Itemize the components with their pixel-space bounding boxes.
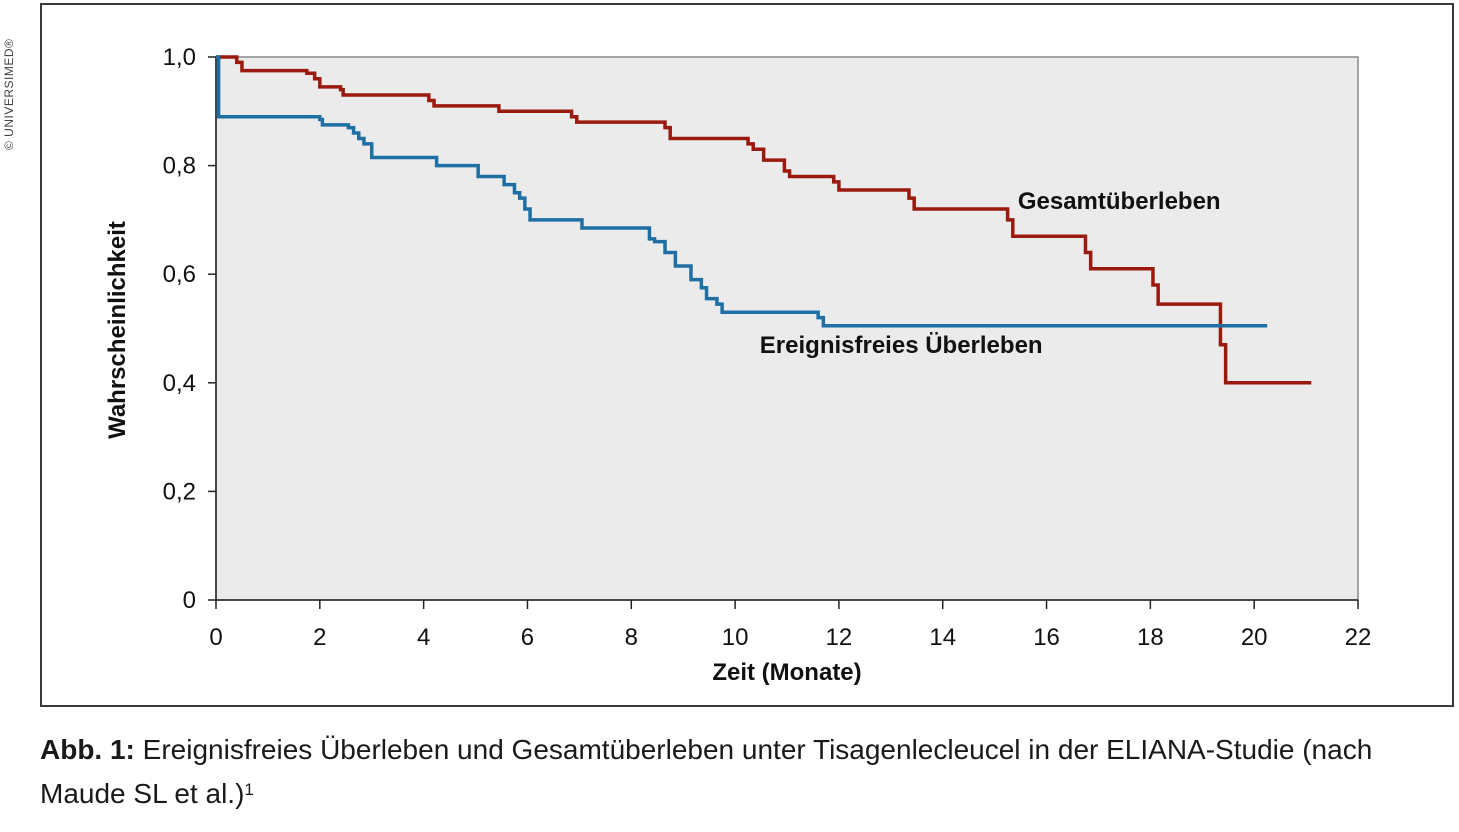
figure-caption: Abb. 1: Ereignisfreies Überleben und Ges… xyxy=(40,728,1455,816)
x-tick-label: 22 xyxy=(1345,624,1372,651)
y-tick-label: 0,8 xyxy=(163,153,196,180)
x-tick-label: 16 xyxy=(1033,624,1060,651)
survival-chart: 0 0,2 0,4 0,6 0,8 1,0 0 2 4 6 8 10 12 14 16 18 20 22 Gesa… xyxy=(104,44,1372,686)
x-tick-label: 4 xyxy=(417,624,430,651)
labels-layer: Gesamtüberleben Ereignisfreies Überleben xyxy=(760,188,1221,359)
y-axis-label: Wahrscheinlichkeit xyxy=(104,221,131,439)
x-tick-label: 20 xyxy=(1241,624,1268,651)
x-tick-label: 6 xyxy=(521,624,534,651)
x-tick-label: 0 xyxy=(209,624,222,651)
x-tick-label: 2 xyxy=(313,624,326,651)
series-line-ereignisfreies-ueberleben xyxy=(216,55,1268,328)
axes: 0 0,2 0,4 0,6 0,8 1,0 0 2 4 6 8 10 12 14 16 18 20 22 xyxy=(163,44,1372,651)
series-line-gesamtueberleben xyxy=(216,55,1312,385)
caption-text: Ereignisfreies Überleben und Gesamtüberl… xyxy=(40,734,1373,809)
x-tick-label: 10 xyxy=(722,624,749,651)
caption-reference: 1 xyxy=(244,780,254,799)
y-tick-label: 0 xyxy=(183,587,196,614)
x-tick-label: 12 xyxy=(826,624,853,651)
x-tick-label: 14 xyxy=(929,624,956,651)
label-ereignisfreies-ueberleben: Ereignisfreies Überleben xyxy=(760,332,1043,359)
y-tick-label: 0,2 xyxy=(163,478,196,505)
caption-label: Abb. 1: xyxy=(40,734,135,765)
x-axis-label: Zeit (Monate) xyxy=(712,659,861,686)
x-tick-label: 8 xyxy=(625,624,638,651)
y-tick-label: 1,0 xyxy=(163,44,196,71)
chart-frame xyxy=(40,3,1454,707)
series-layer xyxy=(216,55,1312,385)
label-gesamtueberleben: Gesamtüberleben xyxy=(1018,188,1221,215)
y-tick-label: 0,6 xyxy=(163,261,196,288)
plot-area xyxy=(215,56,1359,601)
x-tick-label: 18 xyxy=(1137,624,1164,651)
y-tick-label: 0,4 xyxy=(163,370,196,397)
